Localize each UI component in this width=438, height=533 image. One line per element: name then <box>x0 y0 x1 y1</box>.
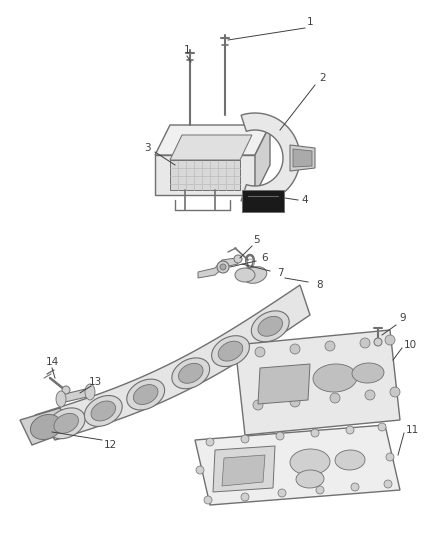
Circle shape <box>62 386 70 394</box>
Polygon shape <box>155 155 255 195</box>
Polygon shape <box>60 388 91 403</box>
Polygon shape <box>290 145 315 171</box>
Polygon shape <box>20 408 72 445</box>
Polygon shape <box>170 135 252 160</box>
Circle shape <box>206 438 214 446</box>
Circle shape <box>311 429 319 437</box>
Ellipse shape <box>85 384 95 400</box>
Circle shape <box>253 400 263 410</box>
Circle shape <box>204 496 212 504</box>
Circle shape <box>316 486 324 494</box>
Polygon shape <box>222 455 265 486</box>
Ellipse shape <box>258 317 283 336</box>
Polygon shape <box>170 160 240 190</box>
Polygon shape <box>235 330 400 435</box>
Text: 12: 12 <box>103 440 117 450</box>
Text: 1: 1 <box>184 45 191 55</box>
Circle shape <box>196 466 204 474</box>
Ellipse shape <box>91 401 116 421</box>
Circle shape <box>351 483 359 491</box>
Circle shape <box>384 480 392 488</box>
Ellipse shape <box>30 415 62 440</box>
Circle shape <box>290 344 300 354</box>
Polygon shape <box>195 425 400 505</box>
Circle shape <box>255 347 265 357</box>
Ellipse shape <box>172 358 210 389</box>
Circle shape <box>217 261 229 273</box>
Circle shape <box>390 387 400 397</box>
Text: 14: 14 <box>46 357 59 367</box>
Text: 4: 4 <box>302 195 308 205</box>
Circle shape <box>360 338 370 348</box>
Circle shape <box>220 264 226 270</box>
Circle shape <box>241 493 249 501</box>
Text: 2: 2 <box>320 73 326 83</box>
Ellipse shape <box>335 450 365 470</box>
Polygon shape <box>293 149 312 167</box>
Polygon shape <box>255 125 270 195</box>
Circle shape <box>325 341 335 351</box>
Ellipse shape <box>56 391 66 407</box>
Circle shape <box>234 255 242 263</box>
Polygon shape <box>241 113 300 203</box>
Polygon shape <box>213 446 275 492</box>
Circle shape <box>346 426 354 434</box>
Circle shape <box>241 435 249 443</box>
Text: 13: 13 <box>88 377 102 387</box>
Text: 1: 1 <box>307 17 313 27</box>
Ellipse shape <box>134 385 158 405</box>
Polygon shape <box>155 125 270 155</box>
Circle shape <box>278 489 286 497</box>
Text: 8: 8 <box>317 280 323 290</box>
Text: 11: 11 <box>406 425 419 435</box>
Circle shape <box>386 453 394 461</box>
Ellipse shape <box>178 364 203 383</box>
Ellipse shape <box>296 470 324 488</box>
Ellipse shape <box>313 364 357 392</box>
Ellipse shape <box>212 336 249 367</box>
Bar <box>242 190 284 212</box>
Circle shape <box>385 335 395 345</box>
Text: 3: 3 <box>144 143 150 153</box>
Ellipse shape <box>85 395 122 426</box>
Ellipse shape <box>218 341 243 361</box>
Circle shape <box>365 390 375 400</box>
Circle shape <box>378 423 386 431</box>
Circle shape <box>290 397 300 407</box>
Circle shape <box>276 432 284 440</box>
Ellipse shape <box>290 449 330 475</box>
Text: 7: 7 <box>277 268 283 278</box>
Ellipse shape <box>47 408 85 439</box>
Polygon shape <box>198 258 238 278</box>
Text: 10: 10 <box>403 340 417 350</box>
Ellipse shape <box>127 379 165 410</box>
Circle shape <box>330 393 340 403</box>
Polygon shape <box>258 364 310 404</box>
Text: 6: 6 <box>261 253 268 263</box>
Ellipse shape <box>54 414 78 433</box>
Ellipse shape <box>243 266 267 284</box>
Ellipse shape <box>352 363 384 383</box>
Ellipse shape <box>251 311 289 342</box>
Ellipse shape <box>235 268 255 282</box>
Circle shape <box>374 338 382 346</box>
Text: 5: 5 <box>254 235 260 245</box>
Text: 9: 9 <box>400 313 406 323</box>
Polygon shape <box>35 285 310 440</box>
